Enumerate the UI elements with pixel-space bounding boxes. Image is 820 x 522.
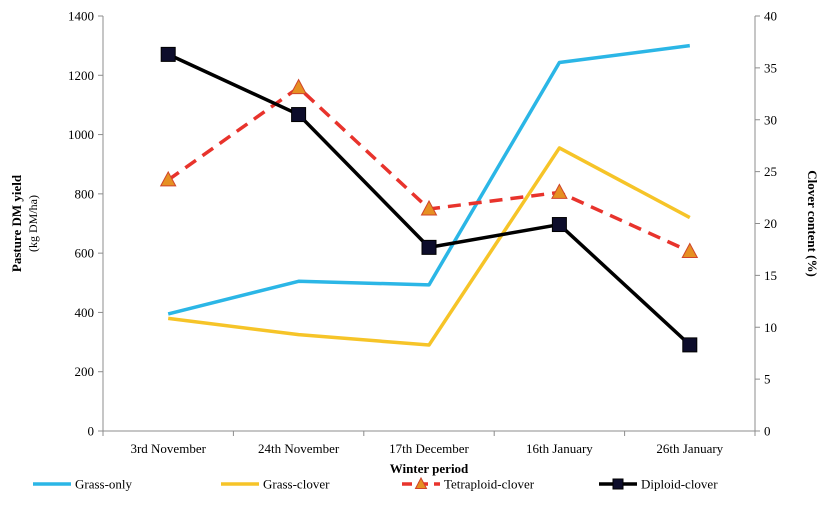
x-tick-label: 3rd November <box>130 441 206 456</box>
y-tick-label-right: 30 <box>764 112 777 127</box>
x-tick-label: 26th January <box>656 441 723 456</box>
y-tick-label-right: 10 <box>764 320 777 335</box>
y-tick-label-left: 800 <box>75 186 95 201</box>
y-tick-label-right: 20 <box>764 216 777 231</box>
y-tick-label-left: 1400 <box>68 9 94 24</box>
y-tick-label-right: 5 <box>764 372 771 387</box>
series-line-diploid-clover <box>167 52 691 347</box>
data-point-tetraploid <box>290 78 307 95</box>
series-line-grass-clover <box>167 146 691 347</box>
data-point-tetraploid <box>681 242 699 259</box>
x-tick-label: 16th January <box>526 441 593 456</box>
y-tick-label-left: 1000 <box>68 127 94 142</box>
data-point-diploid <box>421 239 437 255</box>
y-axis-subtitle: (kg DM/ha) <box>26 195 40 252</box>
data-point-tetraploid <box>551 183 568 199</box>
y2-axis-title: Clover content (%) <box>805 170 820 277</box>
legend-label: Tetraploid-clover <box>444 477 535 492</box>
legend-label: Grass-only <box>75 477 133 492</box>
data-point-diploid <box>160 46 176 62</box>
legend-marker <box>612 478 624 490</box>
legend-label: Diploid-clover <box>641 477 718 492</box>
x-axis-title: Winter period <box>390 461 469 476</box>
series-line-grass-only <box>167 43 691 316</box>
data-point-diploid <box>682 337 698 353</box>
legend-marker <box>414 476 428 489</box>
y-tick-label-left: 400 <box>75 305 95 320</box>
y-tick-label-left: 600 <box>75 246 95 261</box>
y-tick-label-left: 0 <box>88 424 95 439</box>
series-line-tetraploid-clover <box>167 85 691 254</box>
x-tick-label: 24th November <box>258 441 340 456</box>
y-tick-label-right: 25 <box>764 164 777 179</box>
y-tick-label-left: 1200 <box>68 68 94 83</box>
y-tick-label-right: 40 <box>764 9 777 24</box>
y-tick-label-right: 35 <box>764 60 777 75</box>
data-point-diploid <box>291 107 307 123</box>
y-tick-label-right: 0 <box>764 424 771 439</box>
y-axis-title: Pasture DM yield <box>9 174 24 272</box>
y-tick-label-left: 200 <box>75 364 95 379</box>
legend-label: Grass-clover <box>263 477 330 492</box>
x-tick-label: 17th December <box>389 441 469 456</box>
data-point-diploid <box>551 217 567 233</box>
data-point-tetraploid <box>159 170 177 187</box>
y-tick-label-right: 15 <box>764 268 777 283</box>
data-point-tetraploid <box>420 199 438 216</box>
